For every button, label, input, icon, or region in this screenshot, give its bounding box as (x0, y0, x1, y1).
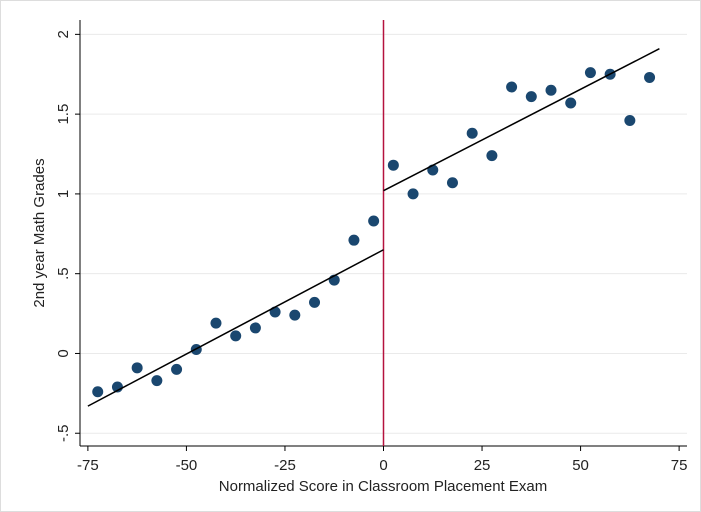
y-axis-label: 2nd year Math Grades (31, 158, 48, 307)
y-tick-label: -.5 (55, 424, 72, 442)
scatter-point (387, 159, 399, 171)
scatter-point (644, 71, 656, 83)
scatter-point (446, 177, 458, 189)
x-tick-label: 25 (474, 457, 491, 474)
fit-line (87, 249, 384, 407)
scatter-point (171, 363, 183, 375)
x-tick-label: 0 (379, 457, 387, 474)
y-tick-label: 1.5 (55, 104, 72, 125)
scatter-point (368, 215, 380, 227)
scatter-point (506, 81, 518, 93)
scatter-point (624, 115, 636, 127)
scatter-point (486, 150, 498, 162)
scatter-point (131, 362, 143, 374)
scatter-point (151, 375, 163, 387)
fit-line (383, 48, 660, 192)
x-tick-label: 50 (572, 457, 589, 474)
x-tick-label: -75 (77, 457, 99, 474)
scatter-point (92, 386, 104, 398)
scatter-point (230, 330, 242, 342)
scatter-point (289, 309, 301, 321)
scatter-point (348, 234, 360, 246)
y-tick-label: 0 (55, 349, 72, 357)
scatter-point (525, 91, 537, 103)
x-tick-label: -50 (176, 457, 198, 474)
scatter-point (407, 188, 419, 200)
y-tick-label: .5 (55, 267, 72, 280)
x-tick-label: -25 (274, 457, 296, 474)
x-axis-label: Normalized Score in Classroom Placement … (219, 478, 547, 495)
scatter-point (565, 97, 577, 109)
scatter-point (269, 306, 281, 318)
scatter-point (545, 84, 557, 96)
scatter-point (309, 296, 321, 308)
y-tick-label: 1 (55, 190, 72, 198)
scatter-point (466, 127, 478, 139)
scatter-point (210, 317, 222, 329)
y-tick-label: 2 (55, 30, 72, 38)
x-tick-label: 75 (671, 457, 688, 474)
scatter-point (584, 67, 596, 79)
scatter-point (249, 322, 261, 334)
